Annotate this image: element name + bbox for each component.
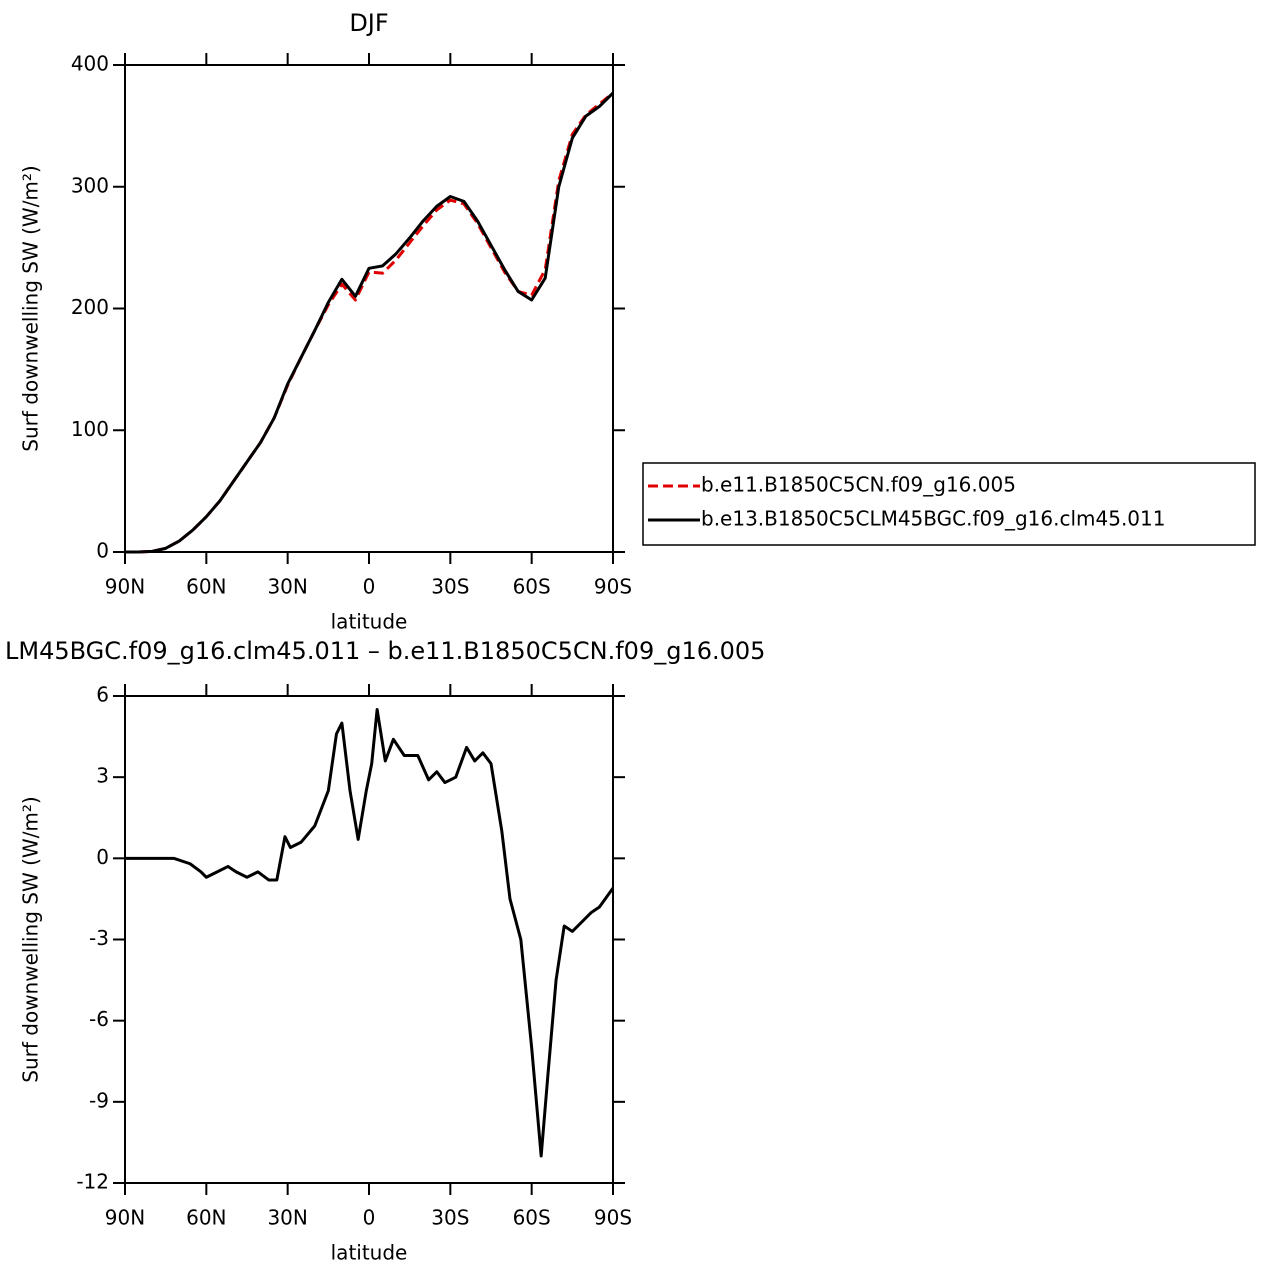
x-tick-label: 30S [431,575,469,599]
y-axis-label: Surf downwelling SW (W/m²) [19,796,43,1082]
y-tick-label: 400 [71,52,109,76]
x-tick-label: 90S [594,575,632,599]
y-tick-label: 100 [71,417,109,441]
y-tick-label: 200 [71,295,109,319]
x-tick-label: 30N [267,575,307,599]
y-tick-label: -12 [76,1170,109,1194]
x-tick-label: 0 [363,575,376,599]
y-axis-label: Surf downwelling SW (W/m²) [19,165,43,451]
x-axis-label: latitude [331,1241,408,1265]
x-tick-label: 90N [105,575,145,599]
x-tick-label: 90N [105,1206,145,1230]
y-tick-label: 3 [96,764,109,788]
y-tick-label: 0 [96,539,109,563]
y-tick-label: 0 [96,845,109,869]
data-line [125,708,615,1158]
y-tick-label: -9 [89,1088,109,1112]
y-tick-label: 6 [96,683,109,707]
plot-frame [124,64,614,553]
y-tick-label: -6 [89,1007,109,1031]
x-tick-label: 30S [431,1206,469,1230]
x-tick-label: 90S [594,1206,632,1230]
x-tick-label: 30N [267,1206,307,1230]
chart-title: DJF [349,9,388,37]
data-line [125,91,615,554]
data-line [125,91,614,554]
plot-frame [124,695,614,1184]
chart-title: LM45BGC.f09_g16.clm45.011 – b.e11.B1850C… [5,637,765,665]
x-tick-label: 60N [186,1206,226,1230]
x-tick-label: 60S [513,1206,551,1230]
x-tick-label: 60S [513,575,551,599]
y-tick-label: -3 [89,926,109,950]
x-axis-label: latitude [331,610,408,634]
y-tick-label: 300 [71,173,109,197]
legend-label: b.e11.B1850C5CN.f09_g16.005 [701,473,1016,497]
x-tick-label: 60N [186,575,226,599]
legend-label: b.e13.B1850C5CLM45BGC.f09_g16.clm45.011 [701,507,1165,531]
x-tick-label: 0 [363,1206,376,1230]
legend-box [642,462,1256,546]
